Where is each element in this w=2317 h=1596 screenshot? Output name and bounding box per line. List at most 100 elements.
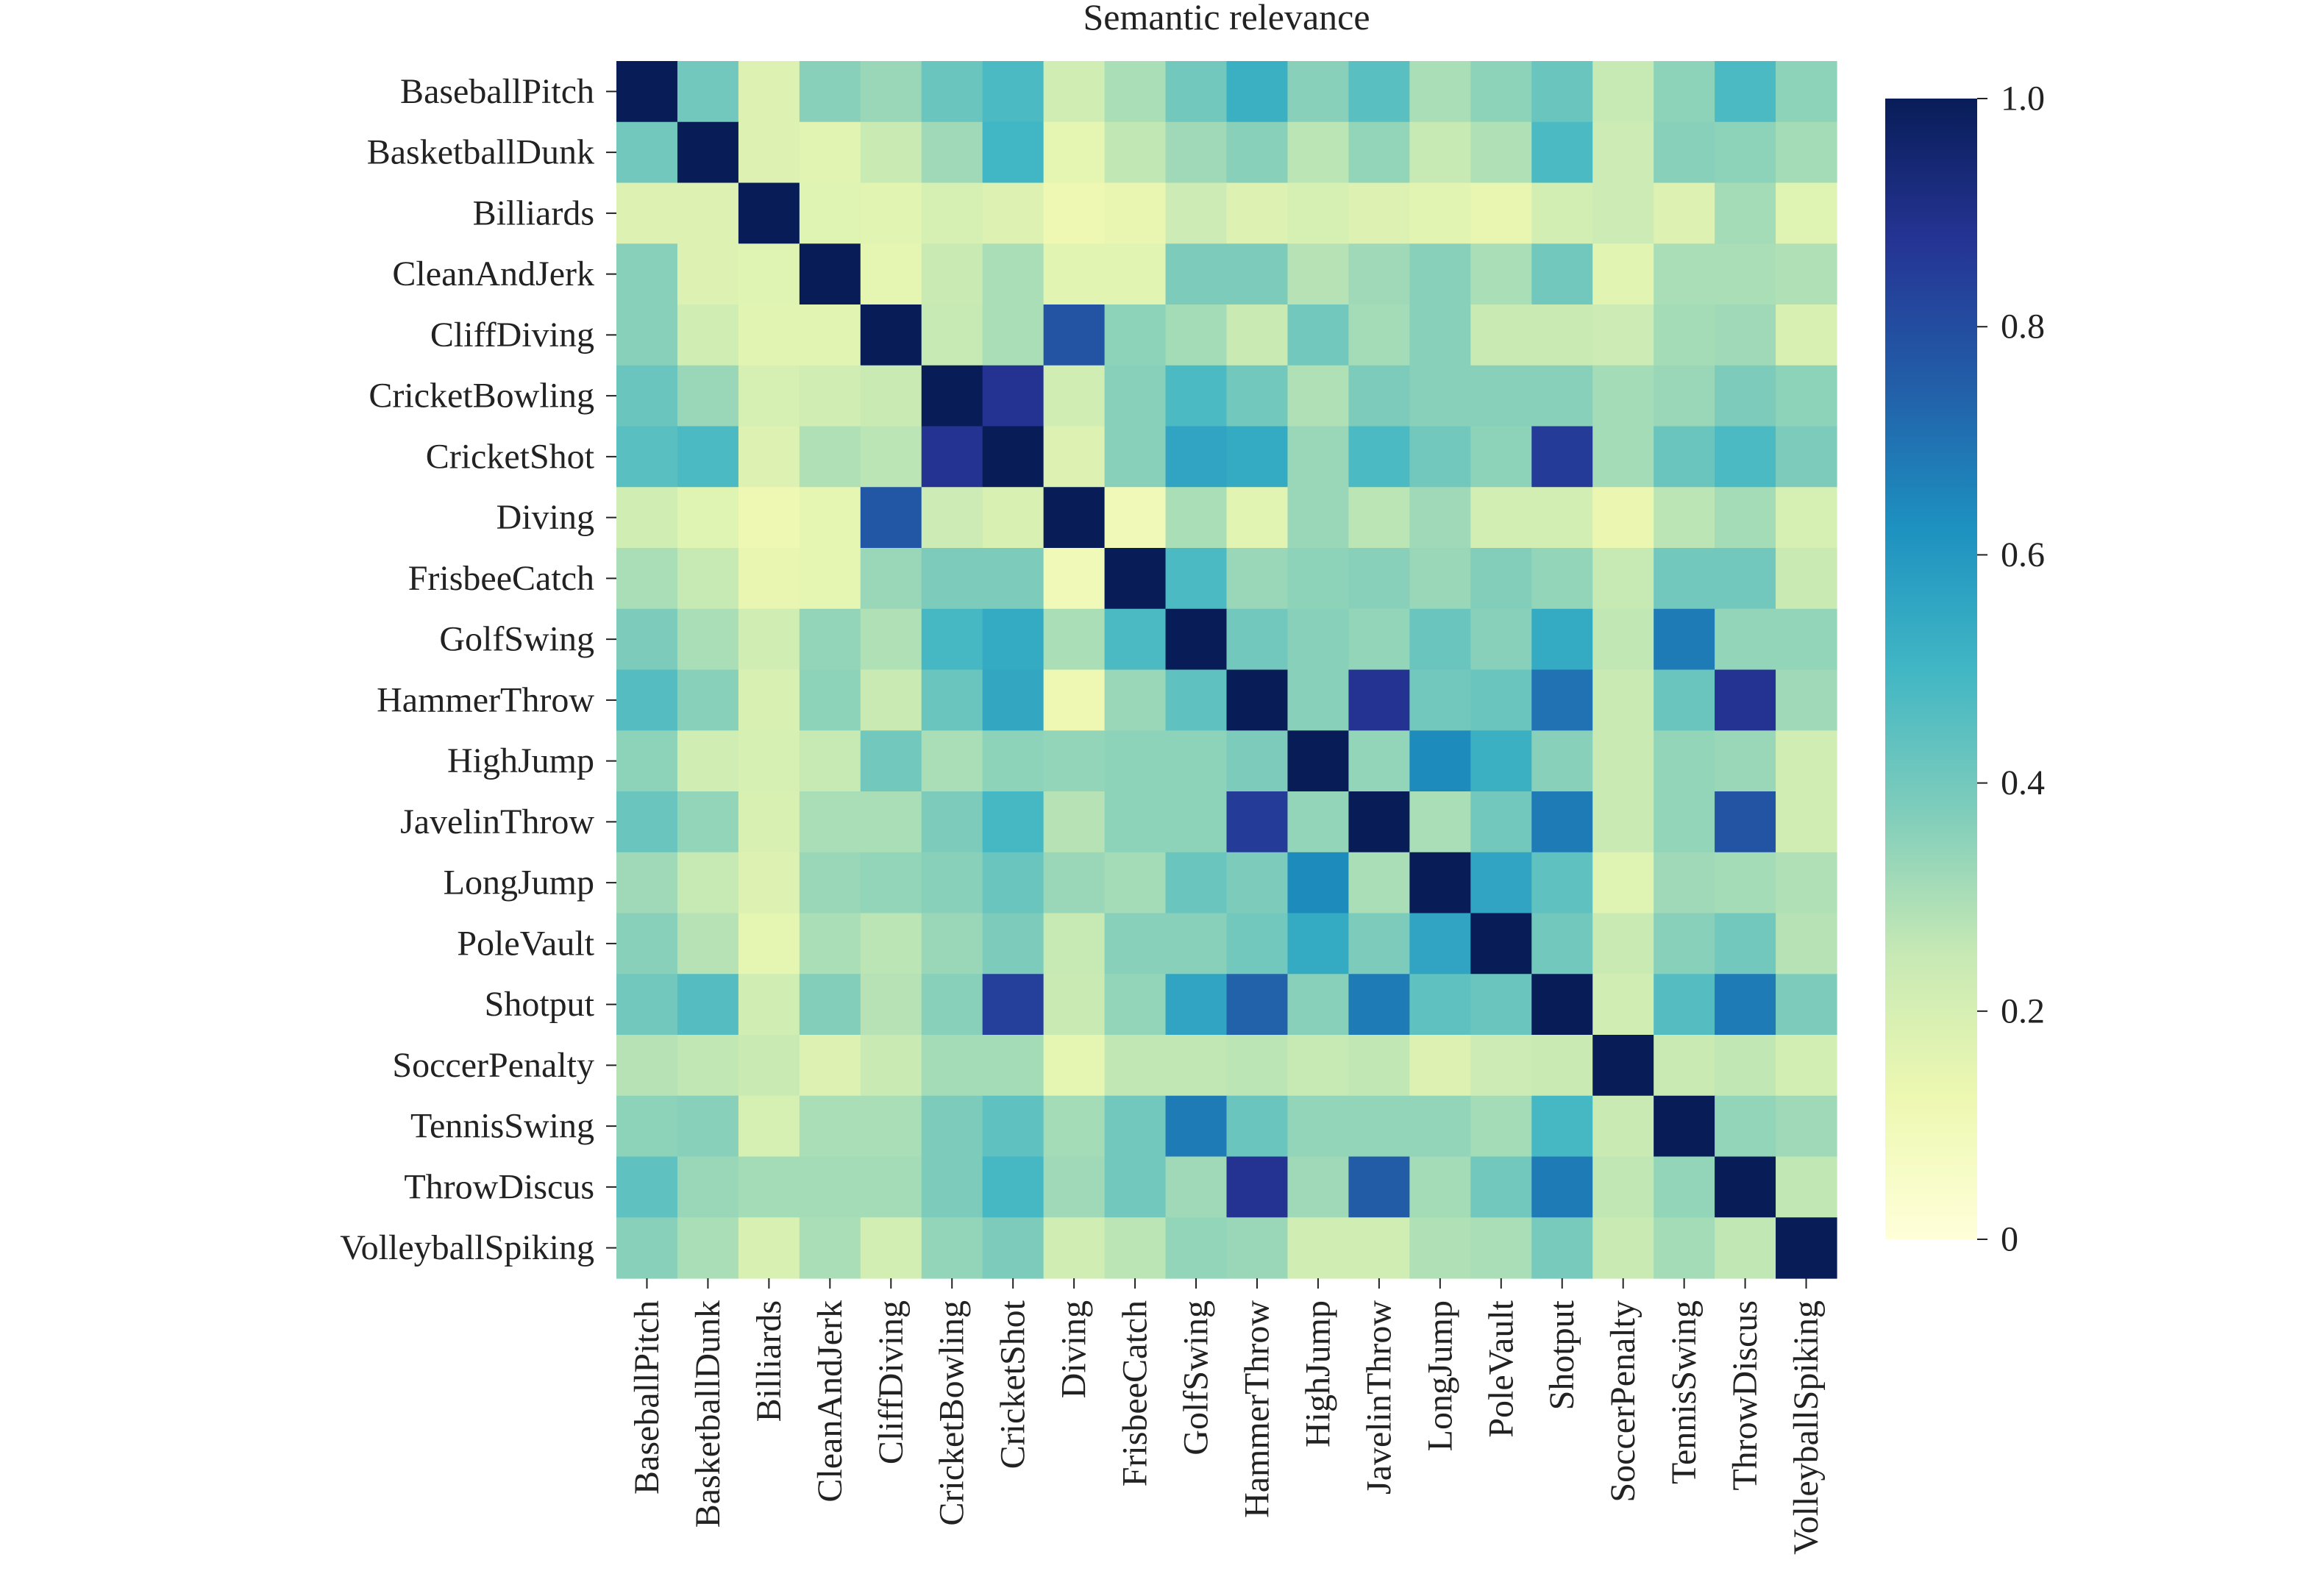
heatmap-cell <box>1043 487 1106 549</box>
column-label: LongJump <box>1420 1300 1459 1451</box>
heatmap-cell <box>1104 730 1167 792</box>
heatmap-cell <box>1409 852 1471 914</box>
heatmap-cell <box>1226 608 1289 671</box>
heatmap-cell <box>1165 243 1228 305</box>
colorbar-tick-label: 0.4 <box>2001 763 2045 802</box>
heatmap-cell <box>921 243 983 305</box>
heatmap-cell <box>860 669 922 731</box>
heatmap-cell <box>738 913 800 975</box>
column-label: HammerThrow <box>1237 1300 1276 1518</box>
heatmap-cell <box>1470 304 1532 366</box>
heatmap-cell <box>1226 243 1289 305</box>
heatmap-cell <box>1715 487 1776 549</box>
heatmap-cell <box>738 304 800 366</box>
heatmap-cell <box>1470 182 1532 244</box>
heatmap-cell <box>1104 365 1167 427</box>
heatmap-cell <box>1715 730 1776 792</box>
heatmap-cell <box>1287 243 1349 305</box>
heatmap-cell <box>1287 1156 1349 1218</box>
heatmap-cell <box>1348 1156 1410 1218</box>
heatmap-cell <box>1592 1217 1654 1279</box>
heatmap-cell <box>1226 1217 1289 1279</box>
heatmap-cell <box>860 1095 922 1158</box>
heatmap-cell <box>1104 182 1167 244</box>
heatmap-cell <box>1470 669 1532 731</box>
heatmap-cell <box>860 487 922 549</box>
heatmap-cell <box>1531 61 1593 123</box>
heatmap-cell <box>1226 61 1289 123</box>
heatmap-cell <box>1287 426 1349 488</box>
heatmap-cell <box>1226 365 1289 427</box>
heatmap-cell <box>1409 304 1471 366</box>
heatmap-cell <box>1531 1035 1593 1097</box>
heatmap-cell <box>1165 182 1228 244</box>
heatmap-cell <box>982 61 1044 123</box>
heatmap-cell <box>921 487 983 549</box>
heatmap-cell <box>677 487 739 549</box>
heatmap-cell <box>799 1156 861 1218</box>
heatmap-cell <box>1531 426 1593 488</box>
heatmap-cell <box>1165 608 1228 671</box>
heatmap-cell <box>616 730 678 792</box>
column-label: ThrowDiscus <box>1726 1300 1765 1491</box>
heatmap-cell <box>1470 1156 1532 1218</box>
heatmap-cell <box>1715 243 1776 305</box>
heatmap-cell <box>1043 182 1106 244</box>
row-labels: BaseballPitch BasketballDunk Billiards Clea… <box>340 72 616 1267</box>
row-label: CleanAndJerk <box>392 254 594 293</box>
heatmap-cell <box>1592 1035 1654 1097</box>
heatmap-cell <box>799 182 861 244</box>
heatmap-cell <box>677 1095 739 1158</box>
heatmap-cell <box>1470 548 1532 610</box>
heatmap-cell <box>921 182 983 244</box>
heatmap-cell <box>1776 852 1837 914</box>
column-label: CliffDiving <box>872 1300 911 1464</box>
heatmap-cell <box>677 426 739 488</box>
heatmap-cell <box>677 669 739 731</box>
heatmap-cell <box>616 913 678 975</box>
heatmap-cell <box>1226 730 1289 792</box>
heatmap-cell <box>982 548 1044 610</box>
heatmap-cell <box>799 791 861 853</box>
heatmap-cell <box>1104 304 1167 366</box>
row-label: Diving <box>496 498 594 537</box>
heatmap-cell <box>1776 913 1837 975</box>
heatmap-cell <box>738 548 800 610</box>
heatmap-cell <box>1287 1035 1349 1097</box>
colorbar-tick-label: 0.2 <box>2001 991 2045 1030</box>
heatmap-cell <box>1776 608 1837 671</box>
heatmap-cell <box>1592 365 1654 427</box>
column-label: CricketBowling <box>933 1300 972 1526</box>
heatmap-cell <box>1715 669 1776 731</box>
heatmap-cell <box>1592 852 1654 914</box>
heatmap-cell <box>1715 121 1776 184</box>
heatmap-cell <box>860 1156 922 1218</box>
heatmap-cell <box>1715 61 1776 123</box>
heatmap-cell <box>982 426 1044 488</box>
heatmap-cell <box>1165 548 1228 610</box>
colorbar-tick-label: 1.0 <box>2001 79 2045 118</box>
heatmap-cell <box>1776 1095 1837 1158</box>
heatmap-cell <box>982 669 1044 731</box>
heatmap-cell <box>677 1156 739 1218</box>
heatmap-cell <box>616 243 678 305</box>
heatmap-cell <box>1226 304 1289 366</box>
heatmap-cell <box>1592 487 1654 549</box>
colorbar: 0 0.2 0.4 0.6 0.8 1.0 <box>1885 79 2045 1259</box>
heatmap-cell <box>738 730 800 792</box>
heatmap-cell <box>1226 548 1289 610</box>
heatmap-cell <box>1470 852 1532 914</box>
row-label: TennisSwing <box>410 1107 594 1146</box>
heatmap-cell <box>799 669 861 731</box>
heatmap-cell <box>1592 121 1654 184</box>
heatmap-cell <box>1592 1156 1654 1218</box>
heatmap-cell <box>1715 1156 1776 1218</box>
heatmap-cell <box>616 608 678 671</box>
heatmap-cell <box>738 1095 800 1158</box>
heatmap-cell <box>1287 852 1349 914</box>
heatmap-cell <box>1226 669 1289 731</box>
heatmap-cell <box>860 608 922 671</box>
heatmap-cell <box>982 182 1044 244</box>
heatmap-cell <box>860 182 922 244</box>
heatmap-cell <box>1348 1095 1410 1158</box>
